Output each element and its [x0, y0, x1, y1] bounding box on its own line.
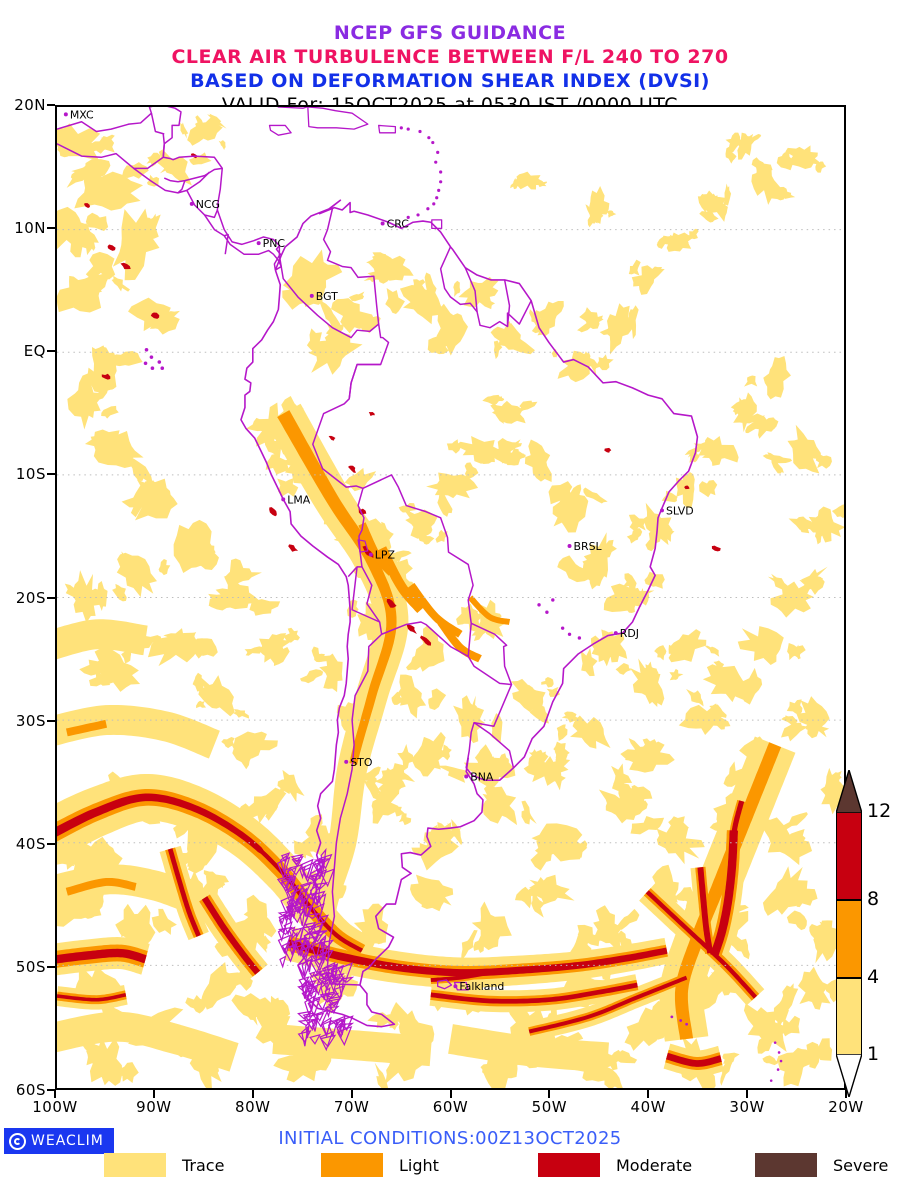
- legend-item: Moderate: [538, 1152, 692, 1178]
- colorbar-tick-label: 8: [867, 888, 880, 910]
- x-axis-tick-label: 60W: [432, 1098, 469, 1116]
- initial-conditions-text: INITIAL CONDITIONS:00Z13OCT2025: [278, 1128, 622, 1149]
- colorbar-segment-light: [836, 900, 862, 978]
- x-axis-tick-label: 100W: [32, 1098, 78, 1116]
- legend-item: Light: [321, 1152, 439, 1178]
- city-label: PNC: [263, 237, 286, 250]
- colorbar-tick-label: 4: [867, 966, 880, 988]
- colorbar: 12 8 4 1: [836, 770, 891, 1097]
- city-label: Falkland: [459, 980, 504, 993]
- colorbar-tick-label: 12: [867, 800, 892, 822]
- city-label: LMA: [287, 493, 311, 506]
- page-title-line-3: BASED ON DEFORMATION SHEAR INDEX (DVSI): [190, 70, 710, 92]
- city-label: LPZ: [375, 549, 395, 562]
- x-axis-tick-label: 40W: [630, 1098, 666, 1116]
- y-axis-tick-label: 20N: [14, 96, 46, 114]
- city-label: BNA: [470, 771, 494, 784]
- city-label: STO: [350, 756, 372, 769]
- city-label: CRC: [387, 217, 410, 230]
- legend-swatch: [321, 1153, 383, 1177]
- x-axis-tick: [152, 1090, 155, 1098]
- x-axis-tick-label: 30W: [729, 1098, 765, 1116]
- city-label: RDJ: [620, 627, 639, 640]
- city-label: MXC: [70, 108, 94, 121]
- y-axis-tick-label: 60S: [15, 1081, 46, 1099]
- legend-swatch: [538, 1153, 600, 1177]
- x-axis-tick-label: 90W: [136, 1098, 172, 1116]
- y-axis-tick-label: 30S: [15, 711, 46, 730]
- legend-label: Moderate: [616, 1155, 693, 1175]
- legend-swatch: [104, 1153, 166, 1177]
- legend-label: Severe: [833, 1155, 889, 1175]
- x-axis-tick-label: 80W: [235, 1098, 271, 1116]
- legend-item: Trace: [104, 1152, 224, 1178]
- y-axis-tick: [47, 1089, 55, 1091]
- colorbar-arrow-severe: [836, 770, 862, 813]
- map-plot-area[interactable]: MXC NCG CRC PNC BGT LMA LPZ BRSL SLVD RDJ STO BNA Fa…: [55, 105, 846, 1090]
- colorbar-arrow-none: [836, 1054, 862, 1097]
- y-axis-tick: [47, 227, 55, 230]
- colorbar-tick-label: 1: [867, 1043, 880, 1065]
- y-axis-tick-label: 10N: [14, 219, 46, 238]
- coastlines-and-borders: [57, 107, 783, 1082]
- turbulence-moderate-layer: [57, 153, 758, 1067]
- y-axis-tick-label: EQ: [23, 342, 46, 361]
- legend-label: Light: [399, 1155, 439, 1175]
- city-label: BRSL: [574, 540, 603, 553]
- x-axis-tick: [647, 1090, 650, 1098]
- x-axis-tick: [845, 1090, 847, 1098]
- x-axis-tick-label: 70W: [333, 1098, 370, 1116]
- y-axis-tick-label: 40S: [15, 834, 46, 853]
- map-canvas: MXC NCG CRC PNC BGT LMA LPZ BRSL SLVD RDJ STO BNA Fa…: [57, 107, 844, 1088]
- legend-label: Trace: [182, 1155, 225, 1175]
- colorbar-segment-trace: [836, 978, 862, 1055]
- y-axis-tick: [47, 842, 55, 845]
- x-axis-tick: [350, 1090, 353, 1098]
- x-axis-tick: [548, 1090, 551, 1098]
- x-axis-tick-label: 20W: [828, 1098, 864, 1116]
- title-block: NCEP GFS GUIDANCE CLEAR AIR TURBULENCE B…: [0, 22, 900, 116]
- x-axis-tick: [54, 1090, 56, 1098]
- page-title-line-2: CLEAR AIR TURBULENCE BETWEEN F/L 240 TO …: [171, 46, 729, 68]
- city-label: SLVD: [666, 504, 694, 517]
- y-axis-tick: [47, 104, 55, 106]
- weaclim-logo-badge[interactable]: WEACLIM: [4, 1128, 114, 1154]
- legend-item: Severe: [755, 1152, 888, 1178]
- city-labels: MXC NCG CRC PNC BGT LMA LPZ BRSL SLVD RDJ STO BNA Fa…: [63, 108, 694, 993]
- y-axis-tick: [47, 965, 55, 968]
- y-axis-tick: [47, 596, 55, 599]
- page-title-line-1: NCEP GFS GUIDANCE: [333, 22, 567, 44]
- y-axis-tick: [47, 473, 55, 476]
- severity-legend: Trace Light Moderate Severe: [0, 1152, 900, 1182]
- x-axis-tick: [449, 1090, 452, 1098]
- y-axis-tick: [47, 350, 55, 353]
- y-axis-tick-label: 20S: [15, 588, 46, 607]
- y-axis-tick-label: 50S: [15, 957, 46, 976]
- weaclim-circle-icon: [9, 1132, 26, 1150]
- y-axis-tick: [47, 719, 55, 722]
- city-label: NCG: [196, 198, 220, 211]
- turbulence-contour-map: MXC NCG CRC PNC BGT LMA LPZ BRSL SLVD RDJ STO BNA Fa…: [57, 107, 844, 1088]
- colorbar-segment-moderate: [836, 812, 862, 900]
- city-label: BGT: [316, 290, 338, 303]
- legend-swatch: [755, 1153, 817, 1177]
- x-axis-tick: [251, 1090, 254, 1098]
- weaclim-label: WEACLIM: [31, 1133, 104, 1149]
- y-axis-tick-label: 10S: [15, 465, 46, 484]
- x-axis-tick-label: 50W: [531, 1098, 568, 1116]
- x-axis-tick: [746, 1090, 749, 1098]
